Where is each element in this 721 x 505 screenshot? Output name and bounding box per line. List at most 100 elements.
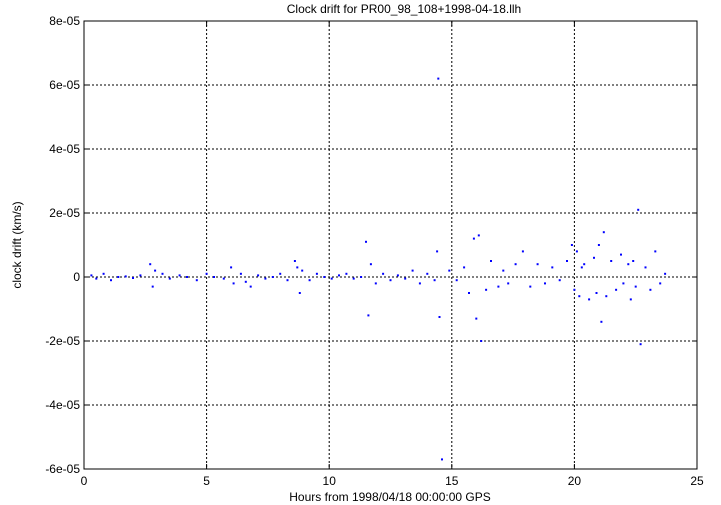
data-point [514, 263, 517, 266]
data-point [480, 340, 483, 342]
data-point [382, 272, 385, 275]
x-tick-label: 20 [568, 474, 582, 488]
data-points [90, 77, 667, 461]
data-point [615, 288, 618, 291]
data-point [338, 274, 340, 277]
data-point [634, 285, 637, 288]
y-tick-label: 6e-05 [49, 78, 80, 92]
data-point [301, 269, 304, 272]
x-tick-label: 0 [81, 474, 88, 488]
data-point [154, 269, 157, 272]
data-point [139, 274, 142, 277]
data-point [644, 266, 647, 269]
data-point [578, 295, 581, 298]
data-point [468, 292, 470, 294]
data-point [102, 272, 105, 275]
data-point [622, 282, 625, 285]
data-point [438, 316, 441, 318]
data-point [502, 269, 505, 272]
data-point [566, 260, 568, 262]
data-point [360, 276, 363, 278]
data-point [389, 279, 392, 282]
x-tick-labels: 0 5 10 15 20 25 [81, 474, 704, 488]
x-tick-label: 15 [445, 474, 459, 488]
data-point [463, 266, 466, 269]
data-point [593, 256, 595, 259]
data-point [583, 263, 586, 266]
data-point [426, 272, 429, 275]
data-point [436, 250, 439, 253]
data-point [602, 231, 605, 234]
data-point [575, 250, 578, 253]
y-tick-label: -2e-05 [45, 334, 80, 348]
data-point [293, 260, 296, 262]
data-point [544, 282, 546, 285]
data-point [151, 285, 154, 288]
data-point [529, 285, 532, 288]
data-point [271, 276, 274, 278]
data-point [475, 317, 478, 320]
data-point [249, 285, 252, 288]
data-point [222, 277, 225, 280]
data-point [580, 266, 583, 269]
data-point [330, 277, 333, 280]
data-point [437, 77, 440, 80]
data-point [411, 269, 414, 272]
data-point [485, 288, 488, 291]
data-point [298, 292, 301, 294]
data-point [597, 244, 600, 246]
data-point [558, 279, 561, 282]
y-tick-label: -4e-05 [45, 398, 80, 412]
data-point [620, 253, 622, 256]
data-point [168, 277, 171, 280]
data-point [595, 292, 598, 294]
data-point [279, 272, 282, 275]
data-point [117, 276, 120, 278]
data-point [369, 263, 372, 266]
y-tick-label: 4e-05 [49, 142, 80, 156]
x-tick-label: 10 [323, 474, 337, 488]
data-point [132, 277, 134, 279]
plot-frame [83, 20, 698, 470]
data-point [605, 295, 608, 298]
data-point [637, 208, 640, 211]
data-point [448, 269, 451, 272]
data-point [90, 274, 93, 277]
data-point [570, 244, 573, 246]
data-point [477, 234, 480, 237]
data-point [286, 279, 289, 282]
data-point [124, 275, 127, 278]
data-point [149, 263, 152, 266]
data-point [264, 277, 267, 280]
data-point [418, 282, 421, 285]
data-point [239, 272, 242, 275]
data-point [521, 250, 524, 253]
y-axis-label: clock drift (km/s) [10, 201, 24, 288]
data-point [345, 272, 348, 275]
data-point [627, 263, 630, 266]
data-point [536, 263, 539, 266]
chart-title: Clock drift for PR00_98_108+1998-04-18.l… [287, 2, 521, 16]
data-point [639, 343, 642, 346]
data-point [659, 282, 662, 285]
x-tick-label: 5 [203, 474, 210, 488]
data-point [308, 279, 311, 282]
data-point [178, 274, 181, 277]
y-tick-labels: -6e-05 -4e-05 -2e-05 0 2e-05 4e-05 6e-05 8e-05 [45, 14, 80, 476]
y-tick-label: 8e-05 [49, 14, 80, 28]
data-point [472, 237, 475, 240]
data-point [497, 285, 500, 288]
data-point [257, 274, 260, 277]
data-point [244, 280, 247, 283]
y-tick-label: 2e-05 [49, 206, 80, 220]
data-point [632, 260, 635, 262]
data-point [441, 458, 443, 461]
y-tick-label: -6e-05 [45, 462, 80, 476]
data-point [551, 266, 554, 269]
data-point [95, 277, 98, 280]
data-point [296, 266, 299, 269]
data-point [323, 276, 326, 278]
data-point [230, 266, 233, 269]
data-point [654, 250, 657, 253]
